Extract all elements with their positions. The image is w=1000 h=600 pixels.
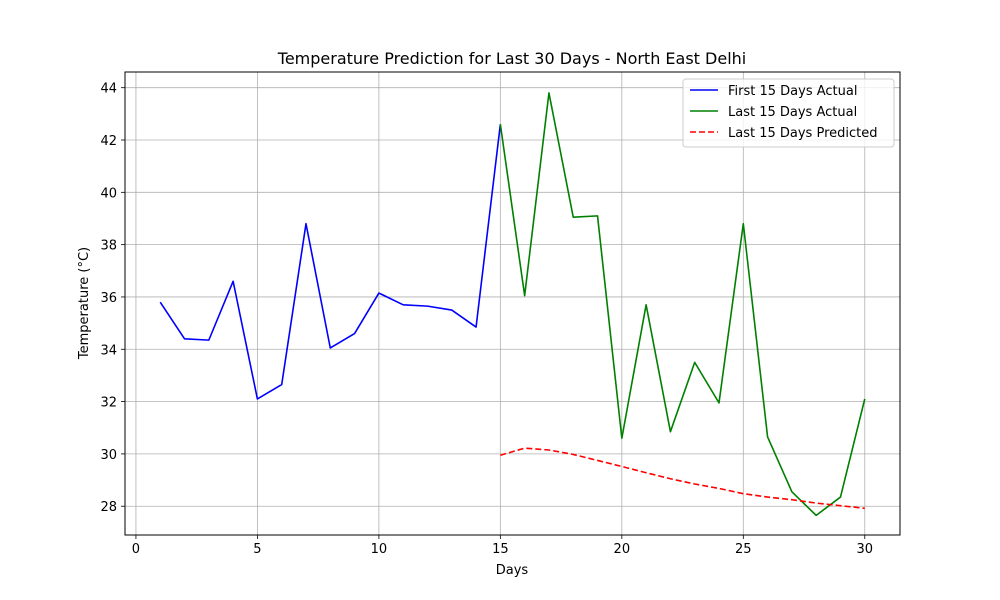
legend-label-1: First 15 Days Actual — [728, 84, 857, 99]
plot-series — [159, 92, 866, 517]
x-tick-label: 0 — [132, 542, 140, 557]
y-tick-label: 40 — [100, 186, 117, 201]
y-tick-label: 28 — [100, 500, 117, 515]
grid-lines — [125, 72, 900, 535]
y-axis-ticks: 28 30 32 34 36 38 40 42 44 — [100, 82, 125, 515]
x-tick-label: 30 — [856, 542, 873, 557]
y-axis-label: Temperature (°C) — [77, 247, 92, 360]
legend-box — [682, 78, 895, 148]
x-axis-ticks: 0 5 10 15 20 25 30 — [132, 535, 873, 557]
chart-title: Temperature Prediction for Last 30 Days … — [277, 49, 746, 68]
y-tick-label: 44 — [100, 82, 117, 97]
x-tick-label: 15 — [492, 542, 509, 557]
series-line-1 — [159, 124, 502, 400]
y-tick-label: 32 — [100, 396, 117, 411]
x-tick-label: 20 — [614, 542, 631, 557]
y-tick-label: 30 — [100, 448, 117, 463]
y-tick-label: 42 — [100, 134, 117, 149]
plot-frame — [124, 71, 901, 536]
y-tick-label: 34 — [100, 343, 117, 358]
x-tick-label: 25 — [735, 542, 752, 557]
legend: First 15 Days Actual Last 15 Days Actual L… — [682, 78, 895, 148]
series-line-2 — [499, 92, 866, 517]
x-tick-label: 5 — [253, 542, 261, 557]
x-axis-label: Days — [496, 563, 529, 578]
y-tick-label: 38 — [100, 239, 117, 254]
y-tick-label: 36 — [100, 291, 117, 306]
series-line-3 — [500, 447, 865, 510]
legend-label-2: Last 15 Days Actual — [728, 105, 857, 120]
legend-label-3: Last 15 Days Predicted — [728, 126, 878, 141]
x-tick-label: 10 — [371, 542, 388, 557]
